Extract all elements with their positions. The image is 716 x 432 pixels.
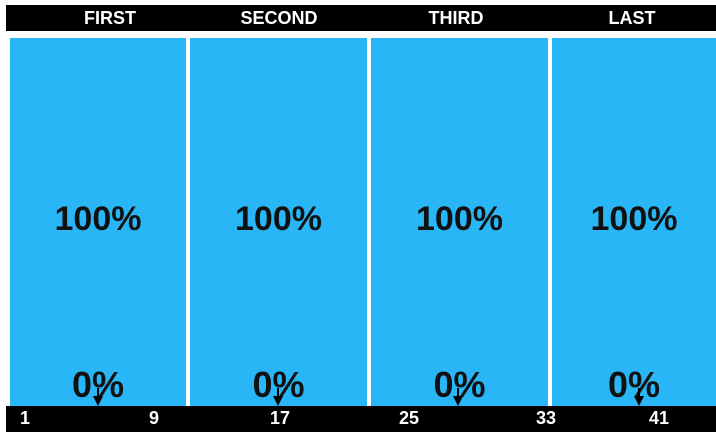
ruler-tick: 17	[270, 408, 291, 428]
marker-stem-third	[457, 388, 459, 398]
panel-third-top-value: 100%	[416, 200, 503, 238]
column-label-last: LAST	[608, 8, 656, 28]
marker-stem-last	[638, 388, 640, 398]
marker-stem-second	[277, 388, 279, 398]
panel-first[interactable]: 100% 0%	[10, 38, 186, 406]
ruler-tick: 9	[149, 408, 160, 428]
panel-first-top-value: 100%	[54, 200, 142, 238]
column-label-second: SECOND	[240, 8, 318, 28]
ruler-tick: 1	[20, 408, 31, 428]
panel-row: 100% 0% 100% 0% 100% 0% 100% 0%	[0, 38, 716, 406]
panel-last-top-value: 100%	[590, 200, 678, 238]
ruler-tick: 33	[536, 408, 557, 428]
position-marker-third-icon[interactable]	[453, 396, 463, 406]
position-marker-last-icon[interactable]	[634, 396, 644, 406]
panel-third[interactable]: 100% 0%	[371, 38, 548, 406]
column-label-first: FIRST	[84, 8, 136, 28]
frame-ruler: 1 9 17 25 33 41	[6, 406, 716, 432]
panel-second-top-value: 100%	[235, 200, 322, 238]
position-marker-first-icon[interactable]	[93, 396, 103, 406]
panel-second[interactable]: 100% 0%	[190, 38, 367, 406]
column-header-bar: FIRST SECOND THIRD LAST	[6, 5, 716, 31]
position-marker-second-icon[interactable]	[273, 396, 283, 406]
ruler-tick: 25	[399, 408, 420, 428]
marker-stem-first	[97, 388, 99, 398]
column-label-third: THIRD	[428, 8, 484, 28]
ruler-tick: 41	[649, 408, 670, 428]
panel-last[interactable]: 100% 0%	[552, 38, 716, 406]
